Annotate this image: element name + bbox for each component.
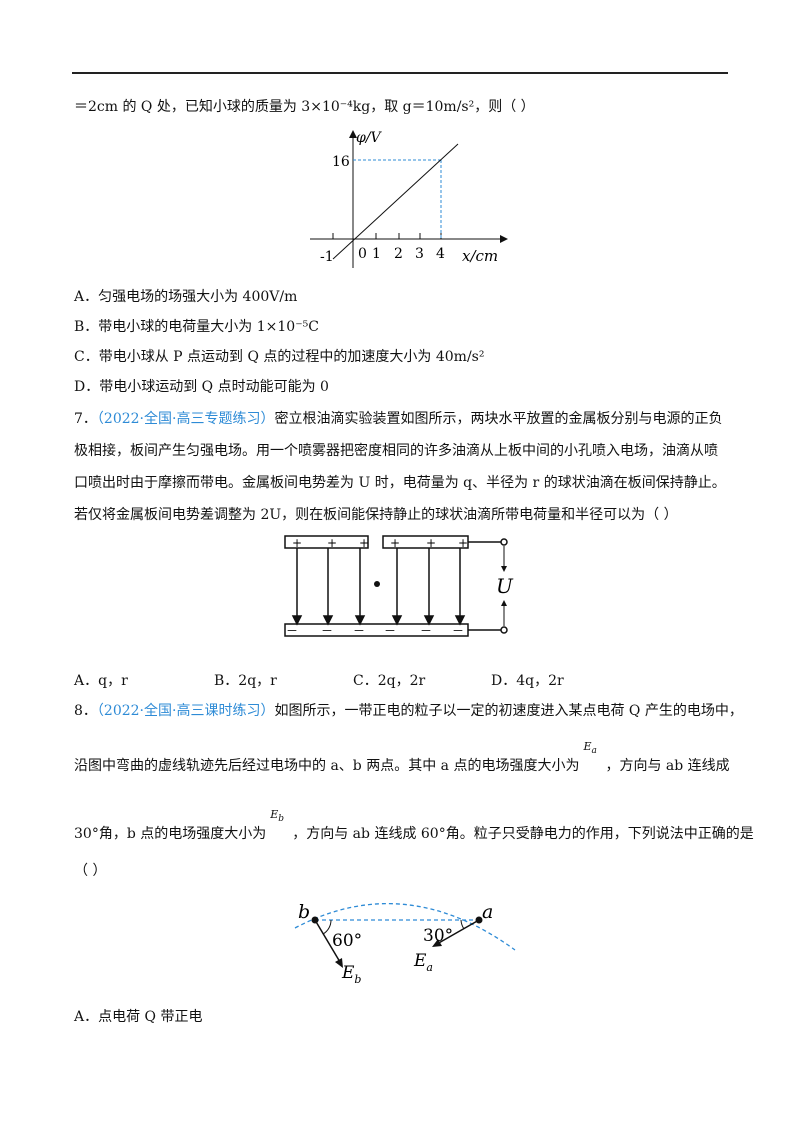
label-a: a [482, 901, 493, 923]
angle-60: 60° [332, 931, 362, 951]
q7-line-2: 极相接，板间产生匀强电场。用一个喷雾器把密度相同的许多油滴从上板中间的小孔喷入电… [74, 443, 718, 459]
header-rule [72, 72, 728, 74]
q7-option-b: B．2q，r [214, 673, 277, 689]
q7-line-3: 口喷出时由于摩擦而带电。金属板间电势差为 U 时，电荷量为 q、半径为 r 的球… [74, 475, 726, 491]
q6-option-c: C．带电小球从 P 点运动到 Q 点的过程中的加速度大小为 40m/s² [74, 349, 485, 365]
y-tick-16: 16 [332, 154, 350, 170]
q7-option-c: C．2q，2r [353, 673, 426, 689]
svg-text:－: － [384, 624, 396, 638]
svg-text:+: + [292, 536, 302, 550]
svg-text:－: － [452, 624, 464, 638]
label-Eb: Eb [341, 963, 361, 986]
q6-option-a: A．匀强电场的场强大小为 400V/m [74, 289, 298, 305]
q7-line-4: 若仅将金属板间电势差调整为 2U，则在板间能保持静止的球状油滴所带电荷量和半径可… [74, 507, 678, 523]
x-tick-1: 1 [372, 246, 381, 262]
x-axis-label: x/cm [462, 247, 498, 265]
q8-paren: （ ） [74, 863, 107, 879]
svg-text:+: + [458, 536, 468, 550]
q6-option-d: D．带电小球运动到 Q 点时动能可能为 0 [74, 379, 329, 395]
q8-number: 8． [74, 703, 97, 719]
x-tick-neg1: -1 [320, 249, 334, 265]
q7-line-1: 7．（2022·全国·高三专题练习）密立根油滴实验装置如图所示，两块水平放置的金… [74, 410, 722, 428]
svg-text:－: － [321, 624, 333, 638]
svg-text:－: － [353, 624, 365, 638]
svg-text:+: + [359, 536, 369, 550]
oil-drop-apparatus: + + + + + + － － － － － － U [284, 535, 514, 638]
svg-text:+: + [390, 536, 400, 550]
oil-drop [374, 581, 380, 587]
q7-option-d: D．4q，2r [491, 673, 564, 689]
q7-option-a: A．q，r [74, 673, 128, 689]
svg-text:+: + [426, 536, 436, 550]
x-tick-2: 2 [394, 246, 403, 262]
q7-text-1: 密立根油滴实验装置如图所示，两块水平放置的金属板分别与电源的正负 [274, 411, 723, 427]
q6-option-b: B．带电小球的电荷量大小为 1×10⁻⁵C [74, 319, 319, 335]
label-b: b [298, 901, 310, 923]
svg-text:－: － [286, 624, 298, 638]
q8-source-tag: （2022·全国·高三课时练习） [96, 703, 275, 719]
q8-line-2: 沿图中弯曲的虚线轨迹先后经过电场中的 a、b 两点。其中 a 点的电场强度大小为… [74, 740, 730, 774]
trajectory-arc [294, 903, 516, 951]
svg-text:+: + [327, 536, 337, 550]
potential-graph: φ/V 16 -1 0 1 2 3 4 x/cm [310, 130, 508, 268]
y-axis-label: φ/V [356, 130, 383, 146]
x-tick-3: 3 [415, 246, 424, 262]
x-tick-0: 0 [358, 246, 367, 262]
q8-text-1: 如图所示，一带正电的粒子以一定的初速度进入某点电荷 Q 产生的电场中， [274, 703, 743, 719]
potential-line [332, 143, 459, 260]
label-Ea: Ea [413, 951, 433, 974]
q8-line-1: 8．（2022·全国·高三课时练习）如图所示，一带正电的粒子以一定的初速度进入某… [74, 702, 743, 720]
q7-source-tag: （2022·全国·高三专题练习） [96, 411, 275, 427]
q7-number: 7． [74, 411, 97, 427]
svg-text:－: － [420, 624, 432, 638]
voltage-label: U [496, 574, 514, 598]
q8-line-3: 30°角，b 点的电场强度大小为 Eb ，方向与 ab 连线成 60°角。粒子只受静… [74, 808, 754, 842]
angle-30: 30° [423, 926, 453, 946]
trajectory-figure: b a 60° Eb 30° Ea [294, 901, 516, 986]
q6-stem-line: ＝2cm 的 Q 处，已知小球的质量为 3×10⁻⁴kg，取 g＝10m/s²，… [74, 99, 535, 115]
q8-option-a: A．点电荷 Q 带正电 [74, 1009, 203, 1025]
x-tick-4: 4 [436, 246, 445, 262]
